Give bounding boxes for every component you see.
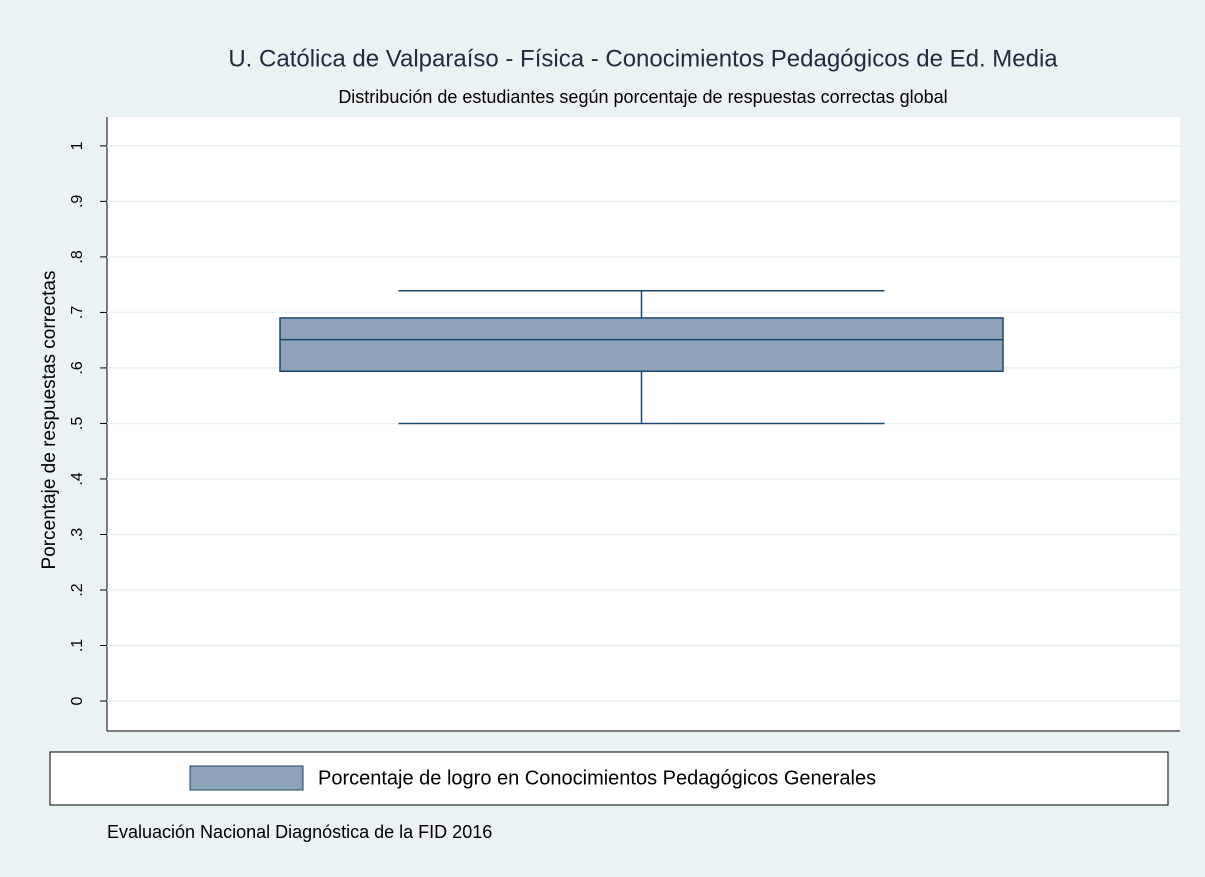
y-tick-label: .3 [69, 528, 86, 541]
y-tick-label: .6 [69, 361, 86, 374]
y-tick-label: .5 [69, 417, 86, 430]
y-tick-label: .7 [69, 306, 86, 319]
y-tick-label: .8 [69, 250, 86, 263]
legend-swatch [189, 765, 304, 791]
y-tick-label: .4 [69, 472, 86, 485]
chart-title: U. Católica de Valparaíso - Física - Con… [228, 45, 1058, 72]
chart-subtitle: Distribución de estudiantes según porcen… [338, 87, 947, 107]
box [279, 317, 1004, 373]
y-tick-label: 0 [69, 696, 86, 705]
y-tick-label: 1 [69, 141, 86, 150]
y-tick-label: .2 [69, 583, 86, 596]
y-tick-label: .1 [69, 639, 86, 652]
legend-label: Porcentaje de logro en Conocimientos Ped… [318, 767, 876, 789]
y-tick-label: .9 [69, 195, 86, 208]
note: Evaluación Nacional Diagnóstica de la FI… [107, 822, 492, 842]
y-axis-label: Porcentaje de respuestas correctas [39, 271, 60, 570]
